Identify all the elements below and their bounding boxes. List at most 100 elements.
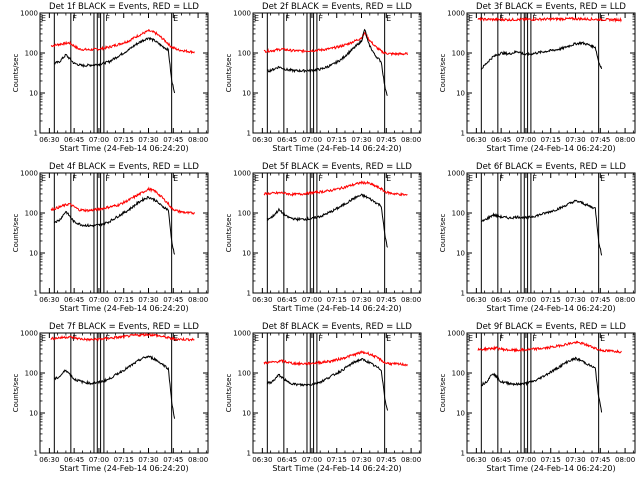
x-tick-label: 07:30 bbox=[565, 296, 585, 304]
segment-marker: E bbox=[600, 174, 605, 183]
x-tick-label: 07:45 bbox=[590, 136, 610, 144]
lld-series-line bbox=[50, 332, 195, 342]
y-tick-label: 10 bbox=[242, 90, 251, 98]
x-tick-label: 07:00 bbox=[302, 136, 322, 144]
segment-marker: E bbox=[386, 14, 391, 23]
segment-marker: E bbox=[173, 174, 178, 183]
x-tick-label: 07:45 bbox=[376, 136, 396, 144]
events-series-line bbox=[266, 357, 389, 411]
lld-series-line bbox=[477, 16, 622, 23]
y-tick-label: 100 bbox=[25, 370, 38, 378]
x-tick-label: 07:30 bbox=[351, 456, 371, 464]
y-tick-label: 1000 bbox=[447, 10, 465, 18]
x-tick-label: 07:45 bbox=[163, 456, 183, 464]
segment-marker: E bbox=[386, 174, 391, 183]
x-tick-label: 07:15 bbox=[541, 296, 561, 304]
segment-marker: E bbox=[41, 174, 46, 183]
segment-marker: F bbox=[318, 334, 323, 343]
y-tick-label: 100 bbox=[452, 50, 465, 58]
y-tick-label: 10 bbox=[242, 250, 251, 258]
detector-panel-1: Det 1f BLACK = Events, RED = LLD 1 10 100 10… bbox=[12, 2, 209, 153]
x-tick-label: 08:00 bbox=[188, 456, 208, 464]
x-tick-label: 07:00 bbox=[516, 136, 536, 144]
events-series-line bbox=[481, 199, 603, 256]
x-tick-label: 07:30 bbox=[565, 456, 585, 464]
lld-series-line bbox=[263, 350, 408, 367]
y-tick-label: 1000 bbox=[447, 330, 465, 338]
x-tick-label: 07:30 bbox=[138, 296, 158, 304]
lld-series-line bbox=[263, 180, 408, 197]
x-axis-label: Start Time (24-Feb-14 06:24:20) bbox=[59, 144, 188, 153]
x-tick-label: 06:45 bbox=[64, 456, 84, 464]
events-series-line bbox=[266, 28, 388, 96]
y-tick-label: 100 bbox=[25, 50, 38, 58]
x-tick-label: 06:30 bbox=[252, 456, 272, 464]
segment-marker: F bbox=[285, 334, 290, 343]
y-axis-label: Counts/sec bbox=[12, 214, 20, 253]
events-series-line bbox=[53, 355, 176, 419]
events-series-line bbox=[480, 41, 603, 70]
x-tick-label: 06:45 bbox=[491, 296, 511, 304]
panel-title: Det 5f BLACK = Events, RED = LLD bbox=[262, 162, 412, 172]
x-tick-label: 07:15 bbox=[114, 296, 134, 304]
y-tick-label: 10 bbox=[456, 410, 465, 418]
lld-series-line bbox=[477, 340, 622, 354]
panel-title: Det 7f BLACK = Events, RED = LLD bbox=[49, 322, 199, 332]
panel-title: Det 4f BLACK = Events, RED = LLD bbox=[49, 162, 199, 172]
x-tick-label: 06:30 bbox=[466, 136, 486, 144]
segment-marker: E bbox=[41, 14, 46, 23]
y-tick-label: 1 bbox=[247, 290, 251, 298]
x-axis-label: Start Time (24-Feb-14 06:24:20) bbox=[59, 304, 188, 313]
y-tick-label: 10 bbox=[29, 410, 38, 418]
x-tick-label: 06:30 bbox=[39, 296, 59, 304]
x-tick-label: 06:45 bbox=[491, 136, 511, 144]
x-tick-label: 06:45 bbox=[277, 136, 297, 144]
x-tick-label: 08:00 bbox=[401, 456, 421, 464]
x-tick-label: 07:00 bbox=[516, 456, 536, 464]
segment-marker: E bbox=[600, 334, 605, 343]
segment-marker: F bbox=[532, 14, 537, 23]
segment-marker: E bbox=[41, 334, 46, 343]
segment-marker: F bbox=[499, 174, 504, 183]
y-tick-label: 100 bbox=[25, 210, 38, 218]
events-series-line bbox=[53, 196, 176, 255]
segment-marker: F bbox=[105, 14, 110, 23]
y-axis-label: Counts/sec bbox=[225, 54, 233, 93]
segment-marker: F bbox=[318, 174, 323, 183]
y-tick-label: 10 bbox=[242, 410, 251, 418]
y-tick-label: 1 bbox=[34, 290, 38, 298]
x-tick-label: 07:00 bbox=[516, 296, 536, 304]
panel-title: Det 2f BLACK = Events, RED = LLD bbox=[262, 2, 412, 12]
segment-marker: F bbox=[318, 14, 323, 23]
plot-frame bbox=[252, 332, 422, 454]
segment-marker: F bbox=[105, 174, 110, 183]
lld-series-line bbox=[263, 32, 408, 57]
y-axis-label: Counts/sec bbox=[12, 374, 20, 413]
x-tick-label: 07:15 bbox=[114, 136, 134, 144]
plot-frame bbox=[466, 12, 636, 134]
segment-marker: F bbox=[72, 14, 77, 23]
y-axis-label: Counts/sec bbox=[439, 374, 447, 413]
plot-frame bbox=[466, 172, 636, 294]
x-axis-label: Start Time (24-Feb-14 06:24:20) bbox=[486, 464, 615, 473]
x-tick-label: 08:00 bbox=[615, 296, 635, 304]
segment-marker: E bbox=[254, 14, 259, 23]
segment-marker: E bbox=[468, 174, 473, 183]
x-axis-label: Start Time (24-Feb-14 06:24:20) bbox=[272, 304, 401, 313]
segment-marker: F bbox=[532, 334, 537, 343]
detector-panel-5: Det 5f BLACK = Events, RED = LLD 1 10 100 10… bbox=[225, 162, 422, 313]
x-tick-label: 07:30 bbox=[138, 456, 158, 464]
segment-marker: E bbox=[600, 14, 605, 23]
x-tick-label: 07:00 bbox=[89, 456, 109, 464]
segment-marker: F bbox=[285, 174, 290, 183]
x-tick-label: 08:00 bbox=[615, 136, 635, 144]
x-tick-label: 06:45 bbox=[277, 456, 297, 464]
y-tick-label: 10 bbox=[456, 90, 465, 98]
lld-series-line bbox=[50, 186, 195, 215]
segment-marker: E bbox=[254, 174, 259, 183]
y-axis-label: Counts/sec bbox=[439, 214, 447, 253]
x-tick-label: 08:00 bbox=[188, 296, 208, 304]
segment-marker: E bbox=[386, 334, 391, 343]
detector-panel-8: Det 8f BLACK = Events, RED = LLD 1 10 100 10… bbox=[225, 322, 422, 473]
